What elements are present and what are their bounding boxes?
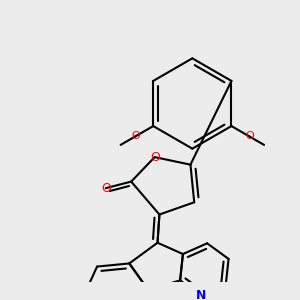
Text: O: O — [245, 131, 254, 141]
Text: O: O — [101, 182, 111, 195]
Text: N: N — [196, 290, 207, 300]
Text: O: O — [150, 151, 160, 164]
Text: O: O — [131, 131, 140, 141]
